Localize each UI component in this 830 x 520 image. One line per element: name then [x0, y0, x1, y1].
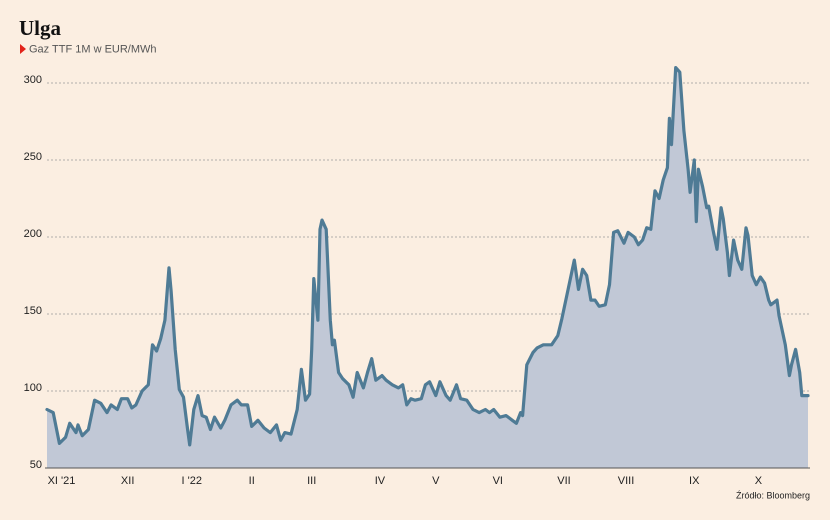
- y-tick-label: 100: [24, 382, 42, 394]
- x-tick-label: V: [432, 475, 440, 487]
- x-tick-label: XII: [121, 475, 134, 487]
- area: [47, 67, 808, 468]
- y-tick-label: 50: [30, 459, 42, 471]
- line: [45, 66, 810, 447]
- x-tick-label: I '22: [182, 475, 202, 487]
- x-tick-label: X: [755, 475, 763, 487]
- x-tick-label: XI '21: [48, 475, 76, 487]
- x-tick-label: III: [307, 475, 316, 487]
- chart-subtitle: Gaz TTF 1M w EUR/MWh: [29, 43, 157, 55]
- x-tick-label: IV: [375, 475, 386, 487]
- source-note: Źródło: Bloomberg: [736, 490, 810, 500]
- subtitle-marker: [20, 44, 26, 54]
- y-tick-label: 250: [24, 151, 42, 163]
- x-tick-label: VIII: [618, 475, 635, 487]
- y-tick-label: 150: [24, 305, 42, 317]
- x-tick-label: II: [249, 475, 255, 487]
- y-tick-label: 300: [24, 74, 42, 86]
- x-tick-label: VII: [557, 475, 570, 487]
- x-tick-label: VI: [493, 475, 503, 487]
- chart-title: Ulga: [19, 16, 62, 40]
- y-tick-label: 200: [24, 228, 42, 240]
- x-tick-label: IX: [689, 475, 700, 487]
